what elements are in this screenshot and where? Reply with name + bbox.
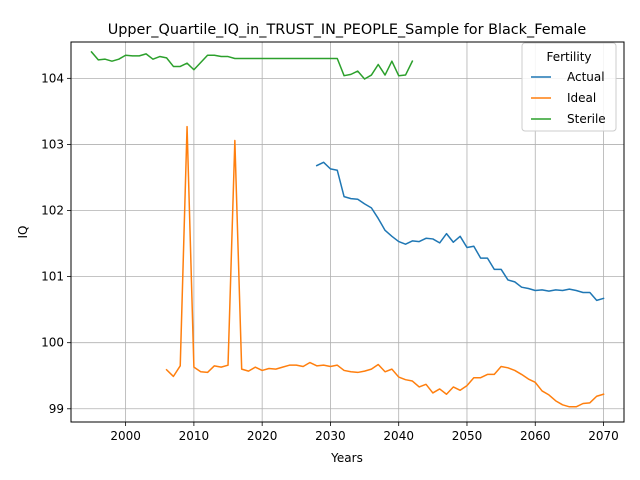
legend: Fertility Actual Ideal Sterile [521,42,617,132]
series-line-sterile [90,50,414,80]
legend-title: Fertility [546,50,591,64]
y-tick-label: 103 [41,137,64,151]
legend-box [521,42,617,132]
y-tick-label: 102 [41,204,64,218]
y-tick-label: 104 [41,71,64,85]
plot-lines [90,50,605,408]
x-tick-label: 2050 [452,429,483,443]
x-tick-label: 2020 [247,429,278,443]
x-tick-label: 2060 [520,429,551,443]
x-tick-label: 2010 [179,429,210,443]
x-tick-label: 2030 [315,429,346,443]
legend-entries: Actual Ideal Sterile [531,70,606,126]
legend-label-sterile: Sterile [567,112,606,126]
legend-label-actual: Actual [567,70,605,84]
series-line-actual [315,161,605,302]
y-tick-label: 99 [49,402,64,416]
x-axis-ticks: 2000 2010 2020 2030 2040 2050 2060 2070 [110,422,619,443]
y-axis-label: IQ [16,226,30,239]
y-tick-label: 100 [41,336,64,350]
y-axis-ticks: 99 100 101 102 103 104 [41,71,71,416]
series-line-ideal [165,125,605,408]
plot-frame [70,41,625,423]
x-axis-label: Years [330,451,363,465]
x-tick-label: 2000 [110,429,141,443]
legend-label-ideal: Ideal [567,91,596,105]
chart-title: Upper_Quartile_IQ_in_TRUST_IN_PEOPLE_Sam… [108,22,587,38]
x-tick-label: 2070 [588,429,619,443]
y-tick-label: 101 [41,270,64,284]
x-tick-label: 2040 [383,429,414,443]
